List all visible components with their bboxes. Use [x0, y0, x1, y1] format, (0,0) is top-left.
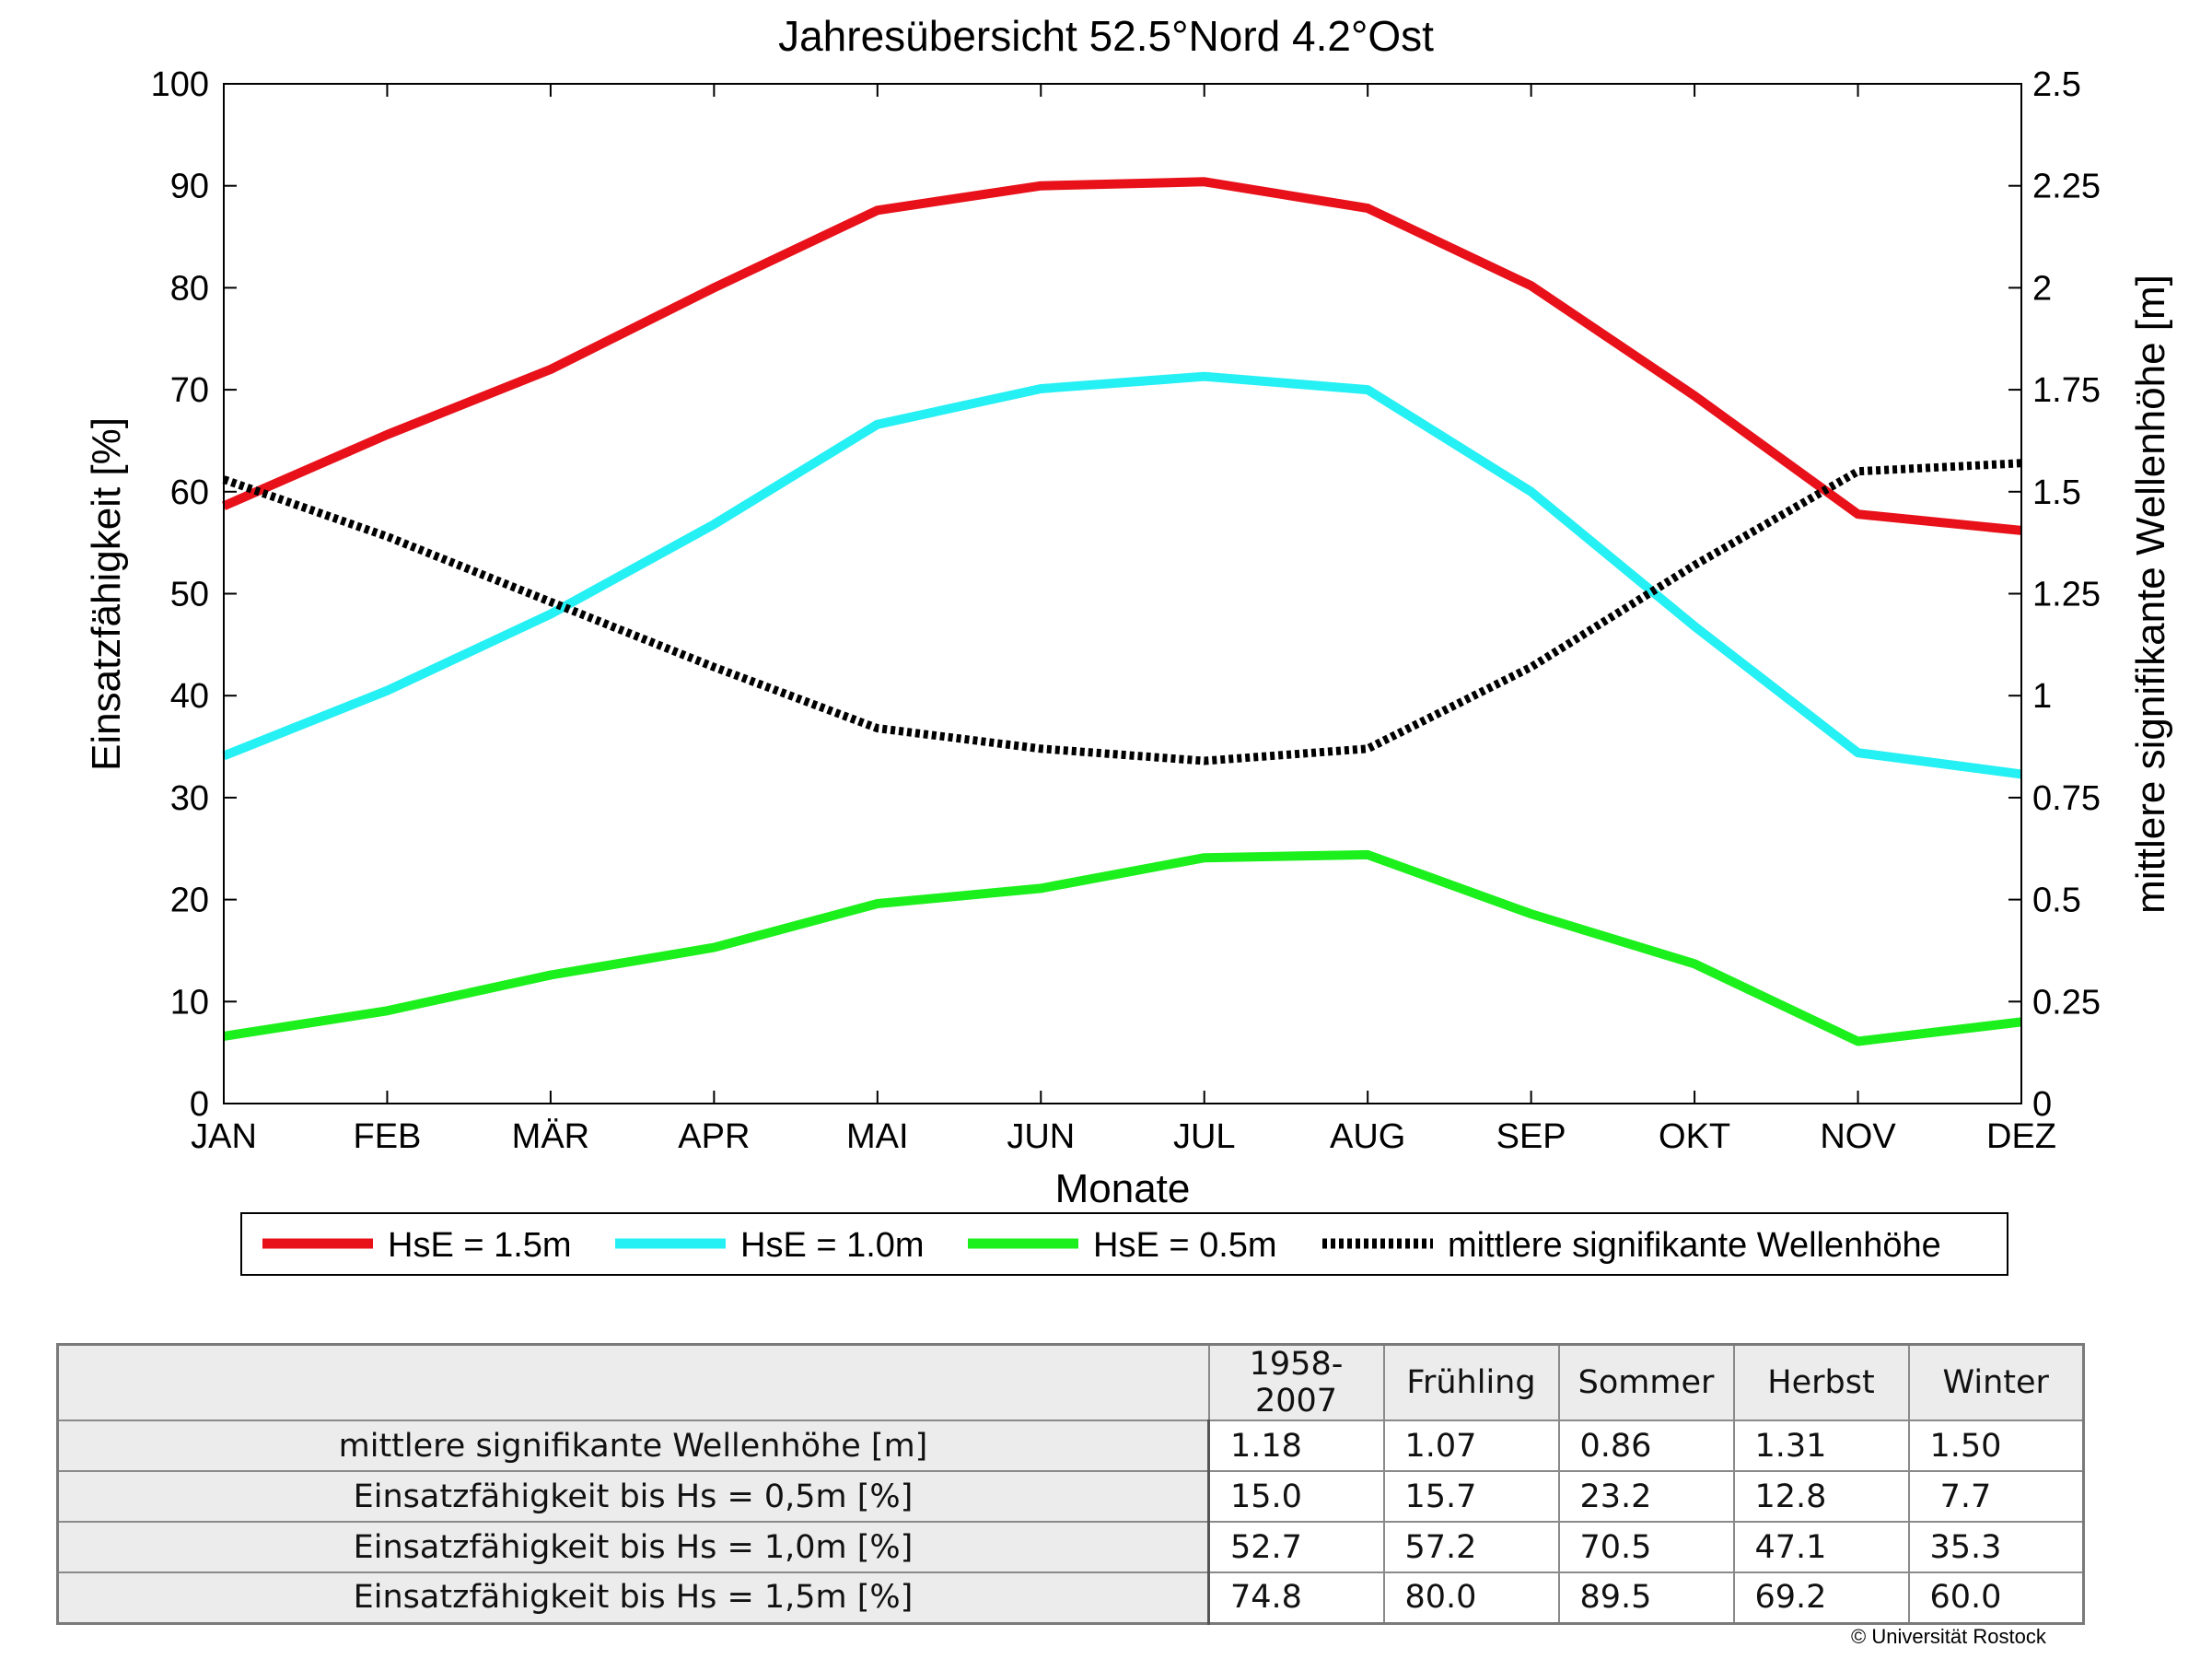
table-cell: 0.86: [1557, 1419, 1735, 1472]
y-left-tick-label: 40: [170, 677, 209, 716]
y-left-tick-label: 70: [170, 371, 209, 410]
y-left-tick-label: 10: [170, 983, 209, 1022]
y-right-tick-label: 0: [2032, 1085, 2052, 1124]
y-right-tick-label: 0.25: [2032, 983, 2101, 1022]
y-right-tick-label: 0.5: [2032, 882, 2081, 920]
table-cell: 7.7: [1907, 1470, 2085, 1523]
x-tick-label: JUN: [1007, 1117, 1075, 1156]
legend-label: HsE = 1.0m: [740, 1226, 925, 1265]
stats-table: 1958-2007 Frühling Sommer Herbst Winter …: [56, 1343, 2085, 1625]
table-header: Frühling: [1382, 1343, 1560, 1421]
table-cell: 1.18: [1207, 1419, 1385, 1472]
table-cell: 70.5: [1557, 1521, 1735, 1573]
legend: HsE = 1.5m HsE = 1.0m HsE = 0.5m mittlere s…: [240, 1212, 2008, 1276]
table-cell: 35.3: [1907, 1521, 2085, 1573]
table-row: Einsatzfähigkeit bis Hs = 0,5m [%] 15.0 …: [56, 1470, 2085, 1523]
table-row-label: Einsatzfähigkeit bis Hs = 1,5m [%]: [56, 1571, 1210, 1624]
table-row: mittlere signifikante Wellenhöhe [m] 1.1…: [56, 1419, 2085, 1472]
table-cell: 69.2: [1732, 1571, 1910, 1624]
series-line: [222, 371, 2022, 779]
y-right-tick-label: 2: [2032, 269, 2052, 308]
table-row: Einsatzfähigkeit bis Hs = 1,5m [%] 74.8 …: [56, 1571, 2085, 1624]
x-tick-label: DEZ: [1986, 1117, 2056, 1156]
table-cell: 52.7: [1207, 1521, 1385, 1573]
y-right-tick-label: 1.25: [2032, 576, 2101, 614]
y-right-tick-label: 1.5: [2032, 473, 2081, 512]
table-header: Winter: [1907, 1343, 2085, 1421]
table-cell: 47.1: [1732, 1521, 1910, 1573]
x-tick-label: MAI: [846, 1117, 909, 1156]
x-tick-label: MÄR: [512, 1117, 589, 1156]
plot-frame: [223, 83, 2022, 1104]
chart: Jahresübersicht 52.5°Nord 4.2°Ost JAN FEB…: [84, 12, 2173, 1276]
table-cell: 15.7: [1382, 1470, 1560, 1523]
y-axis-left-label: Einsatzfähigkeit [%]: [84, 417, 129, 771]
legend-box: [240, 1212, 2008, 1276]
table-header-row: 1958-2007 Frühling Sommer Herbst Winter: [56, 1343, 2085, 1421]
series-line: [221, 177, 2022, 535]
x-tick-label: OKT: [1659, 1117, 1730, 1156]
table-cell: 1.50: [1907, 1419, 2085, 1472]
table-header: Sommer: [1557, 1343, 1735, 1421]
table-header: Herbst: [1732, 1343, 1910, 1421]
table-row-label: Einsatzfähigkeit bis Hs = 1,0m [%]: [56, 1521, 1210, 1573]
y-right-tick-label: 0.75: [2032, 779, 2101, 818]
chart-title: Jahresübersicht 52.5°Nord 4.2°Ost: [778, 12, 1434, 60]
y-left-tick-label: 90: [170, 168, 209, 206]
table-cell: 23.2: [1557, 1470, 1735, 1523]
x-tick-label: NOV: [1820, 1117, 1896, 1156]
table-row: Einsatzfähigkeit bis Hs = 1,0m [%] 52.7 …: [56, 1521, 2085, 1573]
x-tick-label: FEB: [354, 1117, 422, 1156]
y-axis-right-label: mittlere signifikante Wellenhöhe [m]: [2128, 275, 2173, 914]
copyright-notice: © Universität Rostock: [1851, 1625, 2046, 1648]
y-left-tick-label: 20: [170, 882, 209, 920]
table-cell: 80.0: [1382, 1571, 1560, 1624]
x-tick-label: AUG: [1330, 1117, 1405, 1156]
x-axis-label: Monate: [1055, 1166, 1191, 1211]
y-left-tick-label: 50: [170, 576, 209, 614]
series-line: [222, 459, 2022, 765]
table-cell: 1.31: [1732, 1419, 1910, 1472]
y-left-tick-label: 0: [190, 1085, 209, 1124]
x-tick-label: SEP: [1496, 1117, 1566, 1156]
legend-label: HsE = 1.5m: [388, 1226, 572, 1265]
table-header: 1958-2007: [1207, 1343, 1385, 1421]
table-cell: 60.0: [1907, 1571, 2085, 1624]
series-line: [223, 849, 2022, 1046]
y-left-tick-label: 30: [170, 779, 209, 818]
y-left-tick-label: 60: [170, 473, 209, 512]
legend-label: HsE = 0.5m: [1093, 1226, 1277, 1265]
table-cell: 74.8: [1207, 1571, 1385, 1624]
table-row-label: mittlere signifikante Wellenhöhe [m]: [56, 1419, 1210, 1472]
y-right-tick-label: 2.25: [2032, 168, 2101, 206]
table-cell: 12.8: [1732, 1470, 1910, 1523]
table-cell: 15.0: [1207, 1470, 1385, 1523]
legend-label: mittlere signifikante Wellenhöhe: [1448, 1226, 1941, 1265]
y-right-tick-label: 1: [2032, 677, 2052, 716]
x-tick-label: JUL: [1173, 1117, 1236, 1156]
y-left-tick-label: 100: [151, 65, 209, 104]
table-cell: 89.5: [1557, 1571, 1735, 1624]
y-right-tick-label: 1.75: [2032, 371, 2101, 410]
x-tick-label: APR: [678, 1117, 750, 1156]
y-left-tick-label: 80: [170, 269, 209, 308]
axis-ticks: JAN FEB MÄR APR MAI JUN JUL AUG SEP OKT NOV DEZ0102…: [151, 65, 2101, 1156]
table-row-label: Einsatzfähigkeit bis Hs = 0,5m [%]: [56, 1470, 1210, 1523]
table-cell: 57.2: [1382, 1521, 1560, 1573]
y-right-tick-label: 2.5: [2032, 65, 2081, 104]
x-tick-label: JAN: [191, 1117, 257, 1156]
plot-area: [221, 177, 2022, 1046]
table-corner-cell: [56, 1343, 1210, 1421]
table-cell: 1.07: [1382, 1419, 1560, 1472]
